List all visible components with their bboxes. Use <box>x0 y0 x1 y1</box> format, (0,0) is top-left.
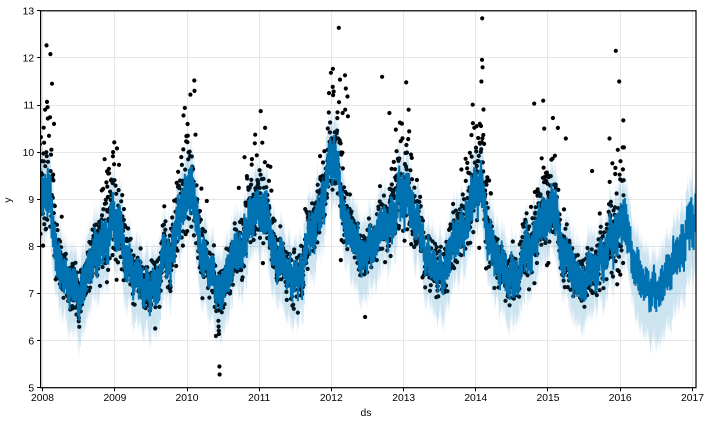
svg-text:2008: 2008 <box>31 393 54 404</box>
svg-text:8: 8 <box>28 242 34 253</box>
svg-text:y: y <box>3 197 14 203</box>
svg-text:12: 12 <box>23 54 35 65</box>
svg-text:2016: 2016 <box>609 393 632 404</box>
svg-text:5: 5 <box>28 383 34 394</box>
svg-text:9: 9 <box>28 195 34 206</box>
svg-text:2017: 2017 <box>681 393 704 404</box>
svg-text:7: 7 <box>28 289 34 300</box>
svg-text:10: 10 <box>23 148 35 159</box>
svg-text:13: 13 <box>23 7 35 18</box>
svg-text:2012: 2012 <box>320 393 343 404</box>
svg-text:ds: ds <box>361 408 372 419</box>
svg-text:2010: 2010 <box>176 393 199 404</box>
svg-text:2015: 2015 <box>537 393 560 404</box>
svg-text:2013: 2013 <box>392 393 415 404</box>
svg-text:11: 11 <box>23 101 34 112</box>
svg-text:6: 6 <box>28 336 34 347</box>
svg-text:2014: 2014 <box>464 393 487 404</box>
svg-text:2011: 2011 <box>248 393 270 404</box>
svg-text:2009: 2009 <box>103 393 126 404</box>
